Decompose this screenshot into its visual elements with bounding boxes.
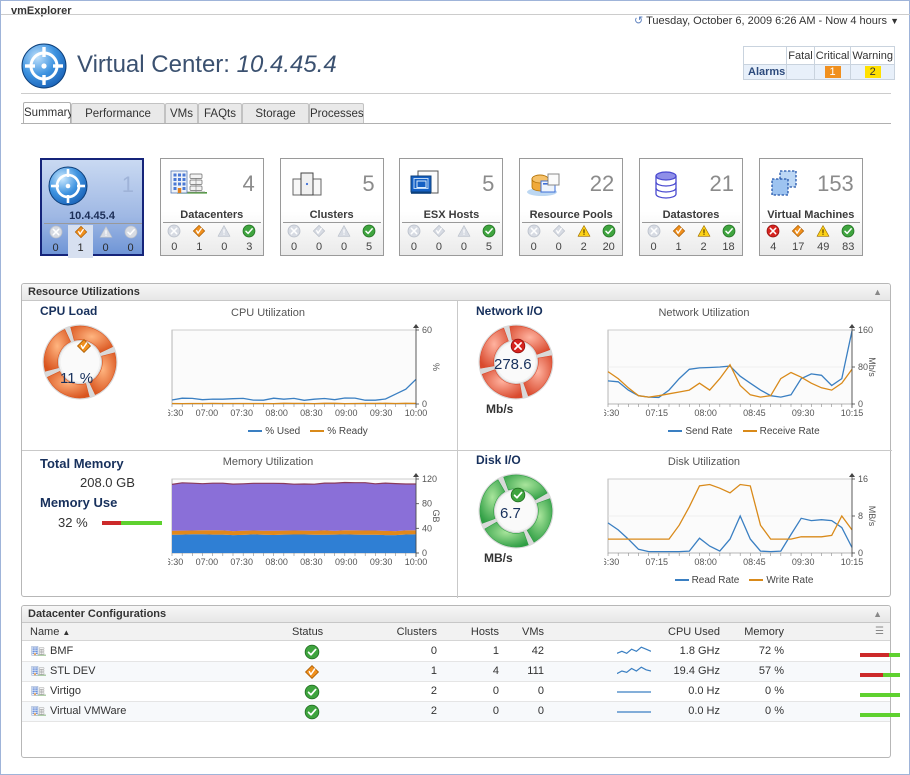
svg-text:08:00: 08:00 [694,557,717,567]
svg-text:10:15: 10:15 [841,557,864,567]
svg-text:08:00: 08:00 [265,557,288,567]
svg-text:0: 0 [858,399,863,409]
svg-text:08:45: 08:45 [743,557,766,567]
svg-text:Mb/s: Mb/s [867,357,877,377]
svg-text:06:30: 06:30 [168,557,183,567]
svg-text:160: 160 [858,325,873,335]
svg-text:GB: GB [431,509,441,522]
svg-text:10:00: 10:00 [405,557,428,567]
svg-text:0: 0 [858,548,863,558]
svg-text:06:30: 06:30 [604,557,619,567]
svg-text:%: % [431,363,441,371]
svg-text:8: 8 [858,511,863,521]
svg-text:0: 0 [422,548,427,558]
svg-text:07:00: 07:00 [196,557,219,567]
svg-text:07:30: 07:30 [230,408,253,418]
svg-text:07:15: 07:15 [646,557,669,567]
svg-text:80: 80 [858,362,868,372]
svg-text:07:15: 07:15 [646,408,669,418]
svg-text:10:15: 10:15 [841,408,864,418]
svg-text:08:30: 08:30 [300,557,323,567]
svg-text:06:30: 06:30 [604,408,619,418]
svg-text:0: 0 [422,399,427,409]
svg-text:80: 80 [422,499,432,509]
svg-text:09:30: 09:30 [370,408,393,418]
svg-text:08:45: 08:45 [743,408,766,418]
svg-text:08:00: 08:00 [265,408,288,418]
svg-text:10:00: 10:00 [405,408,428,418]
svg-text:120: 120 [422,474,437,484]
svg-text:07:30: 07:30 [230,557,253,567]
svg-text:09:00: 09:00 [335,408,358,418]
svg-text:08:00: 08:00 [694,408,717,418]
svg-text:60: 60 [422,325,432,335]
svg-text:07:00: 07:00 [196,408,219,418]
svg-text:08:30: 08:30 [300,408,323,418]
svg-text:40: 40 [422,523,432,533]
svg-text:09:30: 09:30 [792,408,815,418]
svg-text:MB/s: MB/s [867,506,877,527]
svg-text:09:30: 09:30 [370,557,393,567]
svg-text:09:00: 09:00 [335,557,358,567]
svg-text:16: 16 [858,474,868,484]
svg-text:06:30: 06:30 [168,408,183,418]
svg-text:09:30: 09:30 [792,557,815,567]
